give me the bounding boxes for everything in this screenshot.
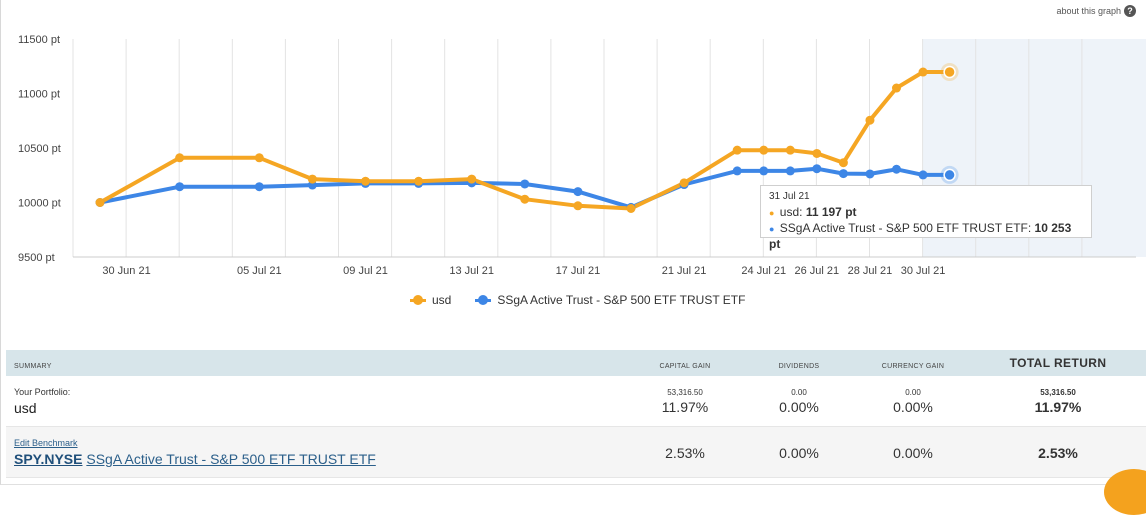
benchmark-data-point — [759, 166, 769, 176]
chart-tooltip: 31 Jul 21 ● usd: 11 197 pt ● SSgA Active… — [760, 185, 1092, 251]
x-tick-label: 30 Jun 21 — [102, 265, 150, 277]
tooltip-benchmark-row: ● SSgA Active Trust - S&P 500 ETF TRUST … — [769, 221, 1083, 252]
tooltip-usd-label: usd: — [779, 205, 803, 219]
x-tick-label: 09 Jul 21 — [343, 265, 388, 277]
benchmark-row: Edit Benchmark SPY.NYSE SSgA Active Trus… — [6, 427, 1146, 478]
total-return-header: TOTAL RETURN — [1009, 356, 1107, 370]
usd-data-point — [892, 83, 901, 93]
legend-item-benchmark[interactable]: SSgA Active Trust - S&P 500 ETF TRUST ET… — [475, 293, 745, 307]
about-graph-link[interactable]: about this graph ? — [1056, 5, 1136, 17]
summary-header: SUMMARY — [14, 363, 52, 370]
usd-data-point — [732, 145, 742, 155]
usd-series-line — [99, 70, 950, 211]
benchmark-dividends-pct: 0.00% — [779, 445, 819, 461]
usd-data-point — [520, 194, 530, 204]
usd-data-point — [943, 65, 956, 79]
usd-data-point — [414, 176, 424, 186]
benchmark-dot-icon: ● — [769, 224, 775, 234]
usd-data-point — [918, 67, 928, 77]
benchmark-currency-gain-pct: 0.00% — [893, 445, 933, 461]
portfolio-label: Your Portfolio: — [14, 386, 71, 397]
portfolio-name: usd — [14, 399, 37, 416]
x-tick-label: 21 Jul 21 — [662, 265, 707, 277]
legend-usd-label: usd — [432, 293, 452, 307]
x-tick-label: 24 Jul 21 — [741, 265, 786, 277]
usd-data-point — [254, 153, 264, 163]
usd-data-point — [865, 115, 875, 125]
y-tick-label: 11000 pt — [18, 89, 60, 101]
portfolio-total-return-amount: 53,316.50 — [1040, 387, 1076, 397]
legend-benchmark-symbol-icon — [475, 295, 492, 305]
usd-data-point — [307, 174, 317, 184]
summary-header-row: SUMMARY CAPITAL GAIN DIVIDENDS CURRENCY … — [6, 350, 1146, 376]
usd-dot-icon: ● — [769, 208, 775, 218]
about-graph-label: about this graph — [1056, 6, 1121, 16]
y-tick-label: 11500 pt — [18, 34, 60, 46]
legend-usd-symbol-icon — [410, 295, 426, 305]
usd-data-point — [759, 145, 769, 155]
x-tick-label: 30 Jul 21 — [901, 265, 946, 277]
y-tick-label: 10500 pt — [18, 143, 61, 155]
benchmark-data-point — [943, 168, 956, 182]
benchmark-data-point — [732, 166, 742, 176]
benchmark-data-point — [254, 182, 264, 192]
dividends-header: DIVIDENDS — [778, 363, 820, 370]
portfolio-row: Your Portfolio: usd 53,316.50 11.97% 0.0… — [6, 376, 1146, 427]
usd-data-point — [785, 145, 795, 155]
portfolio-dividends-pct: 0.00% — [779, 398, 819, 415]
edit-benchmark-link[interactable]: Edit Benchmark — [14, 437, 78, 448]
usd-data-point — [95, 198, 105, 207]
tooltip-usd-row: ● usd: 11 197 pt — [769, 205, 1083, 221]
usd-data-point — [573, 201, 583, 211]
summary-table: SUMMARY CAPITAL GAIN DIVIDENDS CURRENCY … — [6, 350, 1146, 478]
usd-data-point — [467, 174, 477, 184]
help-icon: ? — [1124, 5, 1136, 17]
usd-data-point — [679, 178, 689, 188]
benchmark-data-point — [812, 164, 822, 174]
usd-data-point — [838, 158, 848, 168]
benchmark-data-point — [175, 182, 185, 192]
benchmark-data-point — [520, 179, 530, 189]
currency-gain-header: CURRENCY GAIN — [881, 363, 945, 370]
tooltip-date: 31 Jul 21 — [769, 191, 810, 202]
x-tick-label: 17 Jul 21 — [556, 265, 601, 277]
x-tick-label: 28 Jul 21 — [848, 265, 893, 277]
usd-data-point — [626, 203, 636, 213]
x-tick-label: 13 Jul 21 — [449, 265, 494, 277]
benchmark-data-point — [573, 187, 583, 197]
portfolio-dividends-amount: 0.00 — [791, 387, 807, 397]
benchmark-data-point — [918, 170, 928, 180]
portfolio-total-return-pct: 11.97% — [1034, 398, 1082, 415]
legend-item-usd[interactable]: usd — [410, 293, 451, 307]
benchmark-total-return-pct: 2.53% — [1038, 445, 1078, 461]
portfolio-currency-gain-pct: 0.00% — [893, 398, 933, 415]
benchmark-name-link[interactable]: SSgA Active Trust - S&P 500 ETF TRUST ET… — [86, 450, 376, 467]
portfolio-currency-gain-amount: 0.00 — [905, 387, 921, 397]
benchmark-data-point — [865, 169, 875, 179]
capital-gain-header: CAPITAL GAIN — [659, 363, 711, 370]
usd-data-point — [175, 153, 185, 163]
portfolio-capital-gain-pct: 11.97% — [661, 398, 709, 415]
tooltip-benchmark-value: 10 253 pt — [769, 221, 1072, 251]
chart-legend: usd SSgA Active Trust - S&P 500 ETF TRUS… — [410, 293, 745, 307]
benchmark-capital-gain-pct: 2.53% — [665, 445, 705, 461]
x-tick-label: 26 Jul 21 — [795, 265, 840, 277]
portfolio-capital-gain-amount: 53,316.50 — [667, 387, 703, 397]
tooltip-usd-value: 11 197 pt — [805, 205, 857, 219]
x-tick-label: 05 Jul 21 — [237, 265, 282, 277]
benchmark-data-point — [892, 164, 901, 174]
usd-data-point — [361, 176, 370, 186]
legend-benchmark-label: SSgA Active Trust - S&P 500 ETF TRUST ET… — [497, 293, 746, 307]
benchmark-data-point — [838, 169, 848, 179]
benchmark-data-point — [785, 166, 795, 176]
benchmark-ticker-link[interactable]: SPY.NYSE — [14, 450, 83, 467]
y-tick-label: 9500 pt — [18, 252, 55, 264]
usd-data-point — [812, 148, 822, 158]
tooltip-benchmark-label: SSgA Active Trust - S&P 500 ETF TRUST ET… — [779, 221, 1032, 235]
y-tick-label: 10000 pt — [18, 198, 61, 210]
